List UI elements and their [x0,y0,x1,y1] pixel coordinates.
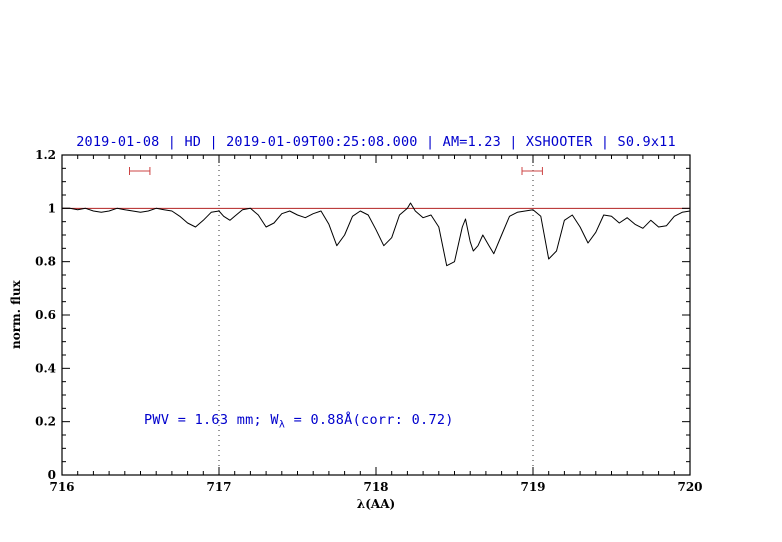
plot-title: 2019-01-08 | HD | 2019-01-09T00:25:08.00… [76,134,676,150]
pwv-annotation-post: = 0.88Å(corr: 0.72) [285,412,454,428]
y-tick-label: 0.4 [35,361,56,375]
x-tick-label: 717 [206,480,231,494]
y-tick-label: 0.2 [35,415,56,429]
y-tick-label: 0.6 [35,308,56,322]
x-tick-label: 719 [520,480,545,494]
x-tick-label: 720 [677,480,702,494]
y-tick-label: 1 [48,201,56,215]
y-tick-label: 1.2 [35,148,56,162]
pwv-annotation-pre: PWV = 1.63 mm; W [144,412,279,428]
x-axis-label: λ(AA) [356,497,396,511]
spectrum-line [62,202,691,267]
y-tick-label: 0.8 [35,255,56,269]
pwv-annotation: PWV = 1.63 mm; Wλ = 0.88Å(corr: 0.72) [144,412,454,431]
x-tick-label: 718 [363,480,388,494]
pwv-annotation-sub: λ [278,419,286,431]
x-tick-label: 716 [49,480,74,494]
y-tick-label: 0 [48,468,56,482]
